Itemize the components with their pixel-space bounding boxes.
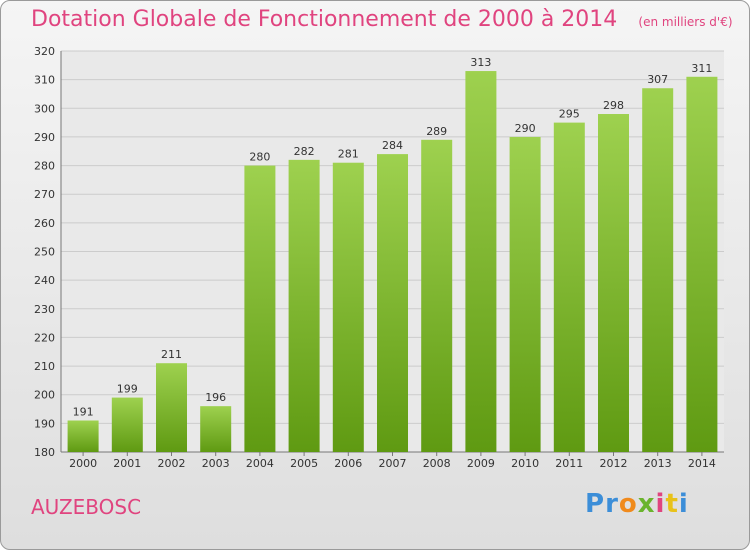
bar-2011 <box>553 122 585 452</box>
bar-2000 <box>67 420 99 452</box>
data-label-2000: 191 <box>73 405 94 418</box>
proxiti-logo: Proxiti <box>585 489 689 519</box>
bar-2006 <box>332 162 364 452</box>
x-tick-label: 2001 <box>113 457 141 470</box>
bar-2009 <box>465 71 497 453</box>
x-tick-label: 2000 <box>69 457 97 470</box>
data-label-2012: 298 <box>603 99 624 112</box>
data-label-2014: 311 <box>691 62 712 75</box>
y-tick-label: 320 <box>34 45 55 58</box>
x-tick-label: 2012 <box>600 457 628 470</box>
data-label-2008: 289 <box>426 125 447 138</box>
x-tick-label: 2006 <box>334 457 362 470</box>
chart-title: Dotation Globale de Fonctionnement de 20… <box>31 7 618 32</box>
bar-2010 <box>509 136 541 452</box>
y-tick-label: 300 <box>34 102 55 115</box>
x-tick-label: 2011 <box>555 457 583 470</box>
bar-2004 <box>244 165 276 453</box>
data-label-2009: 313 <box>470 56 491 69</box>
data-label-2003: 196 <box>205 391 226 404</box>
x-tick-label: 2005 <box>290 457 318 470</box>
data-label-2010: 290 <box>515 122 536 135</box>
bar-2003 <box>200 406 232 452</box>
data-label-2011: 295 <box>559 108 580 121</box>
y-tick-label: 210 <box>34 360 55 373</box>
y-tick-label: 270 <box>34 188 55 201</box>
x-tick-label: 2008 <box>423 457 451 470</box>
commune-name: AUZEBOSC <box>31 495 142 519</box>
y-tick-label: 190 <box>34 417 55 430</box>
y-tick-label: 200 <box>34 389 55 402</box>
y-tick-label: 180 <box>34 446 55 459</box>
x-tick-label: 2003 <box>202 457 230 470</box>
data-label-2006: 281 <box>338 148 359 161</box>
chart-unit: (en milliers d'€) <box>638 15 733 29</box>
data-label-2005: 282 <box>294 145 315 158</box>
y-tick-label: 220 <box>34 331 55 344</box>
x-tick-label: 2007 <box>379 457 407 470</box>
x-tick-label: 2002 <box>158 457 186 470</box>
y-tick-label: 250 <box>34 246 55 259</box>
bar-2008 <box>421 139 453 453</box>
data-label-2013: 307 <box>647 73 668 86</box>
bar-2005 <box>288 159 320 453</box>
x-tick-label: 2013 <box>644 457 672 470</box>
y-tick-label: 290 <box>34 131 55 144</box>
bar-2002 <box>156 363 187 452</box>
data-label-2007: 284 <box>382 139 403 152</box>
data-label-2002: 211 <box>161 348 182 361</box>
bar-2014 <box>686 76 718 453</box>
bar-2001 <box>111 397 143 452</box>
y-tick-label: 260 <box>34 217 55 230</box>
bar-2013 <box>642 88 674 452</box>
x-tick-label: 2014 <box>688 457 716 470</box>
y-tick-label: 280 <box>34 160 55 173</box>
data-label-2001: 199 <box>117 383 138 396</box>
x-tick-label: 2004 <box>246 457 274 470</box>
bar-2012 <box>598 114 629 452</box>
y-tick-label: 310 <box>34 74 55 87</box>
data-label-2004: 280 <box>249 151 270 164</box>
chart-title-block: Dotation Globale de Fonctionnement de 20… <box>31 7 733 32</box>
x-tick-label: 2009 <box>467 457 495 470</box>
bar-2007 <box>377 154 408 452</box>
y-tick-label: 230 <box>34 303 55 316</box>
x-tick-label: 2010 <box>511 457 539 470</box>
y-tick-label: 240 <box>34 274 55 287</box>
